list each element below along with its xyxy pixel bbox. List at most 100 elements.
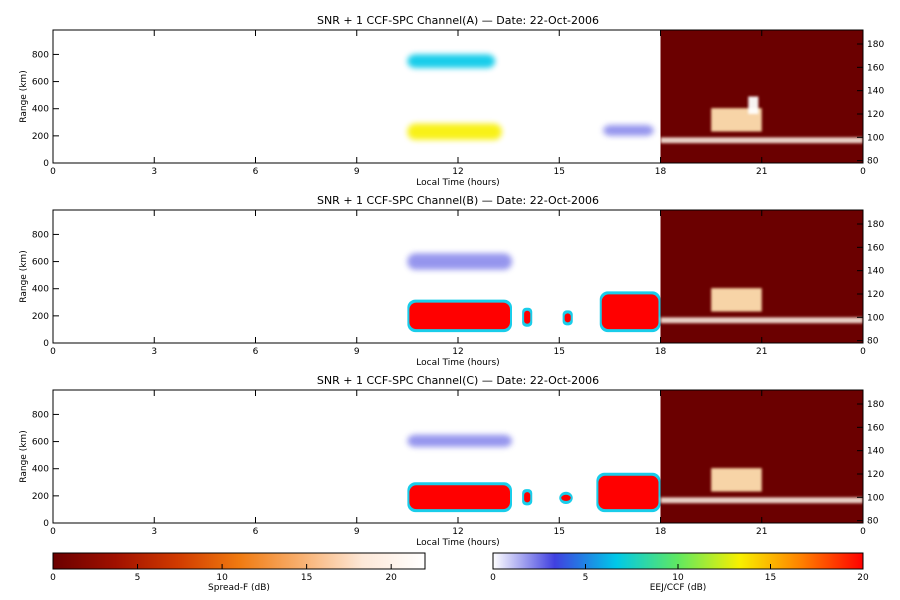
x-axis-label: Local Time (hours) bbox=[416, 538, 499, 548]
colorbar-tick-label: 10 bbox=[672, 573, 684, 583]
chart-title: SNR + 1 CCF-SPC Channel(C) — Date: 22-Oc… bbox=[317, 374, 599, 387]
y-tick-label-right: 180 bbox=[867, 40, 884, 50]
y-tick-label-right: 100 bbox=[867, 493, 884, 503]
y-tick-label: 800 bbox=[32, 230, 49, 240]
x-tick-label: 12 bbox=[452, 527, 463, 537]
ccf-echo bbox=[524, 492, 531, 503]
x-tick-label: 3 bbox=[151, 527, 157, 537]
x-tick-label: 15 bbox=[554, 347, 565, 357]
y-tick-label-right: 100 bbox=[867, 313, 884, 323]
y-tick-label-right: 80 bbox=[867, 517, 879, 527]
colorbar-tick-label: 5 bbox=[135, 573, 141, 583]
x-tick-label: 0 bbox=[50, 527, 56, 537]
x-axis-label: Local Time (hours) bbox=[416, 178, 499, 188]
x-tick-label: 6 bbox=[253, 167, 259, 177]
weak-echo bbox=[407, 253, 512, 270]
x-tick-label: 12 bbox=[452, 167, 463, 177]
chart-panel: SNR + 1 CCF-SPC Channel(A) — Date: 22-Oc… bbox=[19, 14, 884, 188]
colorbar-tick-label: 15 bbox=[765, 573, 776, 583]
y-axis-label: Range (km) bbox=[19, 250, 29, 302]
x-tick-label: 0 bbox=[860, 347, 866, 357]
x-tick-label: 0 bbox=[860, 527, 866, 537]
x-tick-label: 0 bbox=[860, 167, 866, 177]
y-tick-label-right: 140 bbox=[867, 87, 884, 97]
y-tick-label-right: 120 bbox=[867, 470, 884, 480]
weak-echo bbox=[603, 125, 654, 136]
y-tick-label: 600 bbox=[32, 258, 49, 268]
e-layer-echo bbox=[660, 497, 863, 504]
y-tick-label: 0 bbox=[43, 339, 49, 349]
ccf-echo bbox=[601, 294, 659, 330]
eej-echo bbox=[407, 123, 502, 140]
y-tick-label: 800 bbox=[32, 50, 49, 60]
e-layer-echo bbox=[660, 137, 863, 144]
x-tick-label: 3 bbox=[151, 347, 157, 357]
eej-echo bbox=[407, 54, 496, 68]
x-tick-label: 15 bbox=[554, 527, 565, 537]
y-tick-label-right: 160 bbox=[867, 63, 884, 73]
y-tick-label: 200 bbox=[32, 132, 49, 142]
y-tick-label-right: 140 bbox=[867, 267, 884, 277]
y-tick-label-right: 180 bbox=[867, 220, 884, 230]
colorbar-tick-label: 0 bbox=[490, 573, 496, 583]
x-tick-label: 18 bbox=[655, 167, 667, 177]
x-tick-label: 9 bbox=[354, 347, 360, 357]
heatmap-panels: SNR + 1 CCF-SPC Channel(A) — Date: 22-Oc… bbox=[19, 14, 884, 548]
x-tick-label: 15 bbox=[554, 167, 565, 177]
y-tick-label: 400 bbox=[32, 465, 49, 475]
x-tick-label: 9 bbox=[354, 527, 360, 537]
x-tick-label: 3 bbox=[151, 167, 157, 177]
x-tick-label: 18 bbox=[655, 347, 667, 357]
y-tick-label-right: 160 bbox=[867, 243, 884, 253]
colorbar-tick-label: 20 bbox=[385, 573, 397, 583]
y-tick-label: 400 bbox=[32, 105, 49, 115]
chart-title: SNR + 1 CCF-SPC Channel(B) — Date: 22-Oc… bbox=[317, 194, 599, 207]
y-axis-label: Range (km) bbox=[19, 70, 29, 122]
y-tick-label: 800 bbox=[32, 410, 49, 420]
y-tick-label: 0 bbox=[43, 519, 49, 529]
y-tick-label-right: 80 bbox=[867, 157, 879, 167]
y-axis-label: Range (km) bbox=[19, 430, 29, 482]
y-tick-label-right: 80 bbox=[867, 337, 879, 347]
x-tick-label: 18 bbox=[655, 527, 667, 537]
colorbar-tick-label: 15 bbox=[301, 573, 312, 583]
e-layer-echo bbox=[660, 317, 863, 324]
colorbar-label: EEJ/CCF (dB) bbox=[650, 583, 707, 593]
spread-f-echo bbox=[711, 288, 762, 312]
weak-echo bbox=[407, 434, 512, 447]
y-tick-label: 400 bbox=[32, 285, 49, 295]
y-tick-label-right: 120 bbox=[867, 290, 884, 300]
y-tick-label: 0 bbox=[43, 159, 49, 169]
colorbar-tick-label: 20 bbox=[857, 573, 869, 583]
x-tick-label: 12 bbox=[452, 347, 463, 357]
y-tick-label: 600 bbox=[32, 438, 49, 448]
x-tick-label: 21 bbox=[756, 347, 767, 357]
colorbar-label: Spread-F (dB) bbox=[208, 583, 270, 593]
y-tick-label: 200 bbox=[32, 312, 49, 322]
ccf-echo bbox=[409, 485, 510, 510]
y-tick-label: 200 bbox=[32, 492, 49, 502]
ccf-echo bbox=[524, 310, 531, 324]
ccf-echo bbox=[598, 475, 659, 510]
x-tick-label: 9 bbox=[354, 167, 360, 177]
chart-panel: SNR + 1 CCF-SPC Channel(C) — Date: 22-Oc… bbox=[19, 374, 884, 548]
y-tick-label-right: 100 bbox=[867, 133, 884, 143]
chart-title: SNR + 1 CCF-SPC Channel(A) — Date: 22-Oc… bbox=[317, 14, 599, 27]
ccf-echo bbox=[561, 494, 571, 501]
ccf-echo bbox=[409, 302, 510, 330]
y-tick-label: 600 bbox=[32, 78, 49, 88]
spread-f-colorbar bbox=[52, 552, 426, 570]
colorbars: 0 5 10 15 20 Spread-F (dB) 0 5 10 15 20 EEJ/CCF (dB… bbox=[50, 552, 869, 593]
x-axis-label: Local Time (hours) bbox=[416, 358, 499, 368]
colorbar-tick-label: 10 bbox=[216, 573, 228, 583]
x-tick-label: 6 bbox=[253, 527, 259, 537]
ccf-echo bbox=[564, 313, 571, 323]
y-tick-label-right: 140 bbox=[867, 447, 884, 457]
chart-panel: SNR + 1 CCF-SPC Channel(B) — Date: 22-Oc… bbox=[19, 194, 884, 368]
x-tick-label: 0 bbox=[50, 347, 56, 357]
colorbar-tick-label: 5 bbox=[583, 573, 589, 583]
colorbar-tick-label: 0 bbox=[50, 573, 56, 583]
y-tick-label-right: 120 bbox=[867, 110, 884, 120]
x-tick-label: 21 bbox=[756, 167, 767, 177]
